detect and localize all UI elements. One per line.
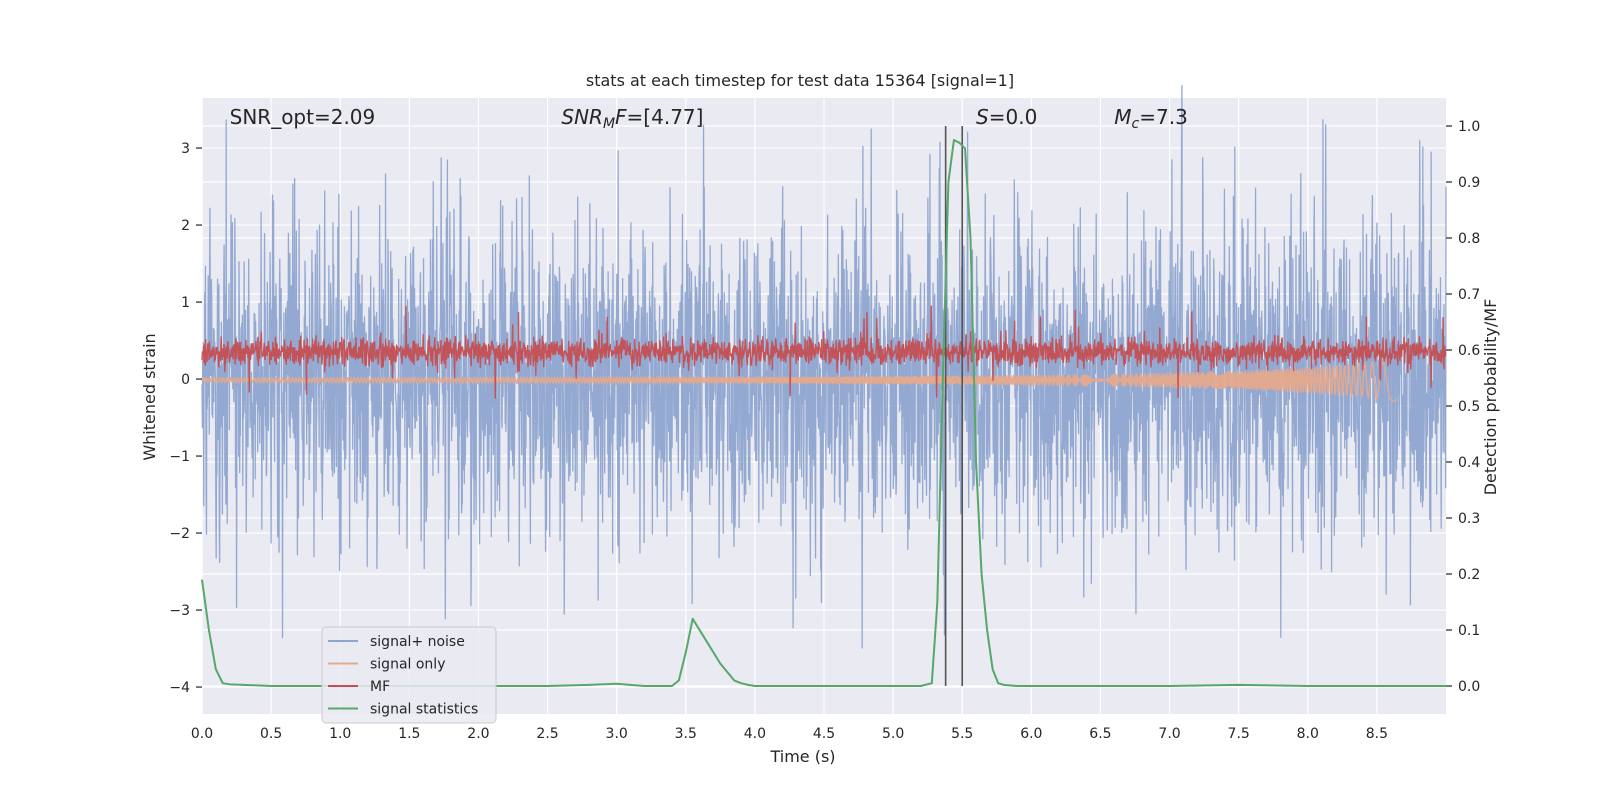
annotation-part: =7.3 bbox=[1139, 105, 1188, 129]
x-tick-label: 3.0 bbox=[606, 726, 628, 742]
x-tick-label: 6.5 bbox=[1089, 726, 1111, 742]
y-right-tick-label: 0.9 bbox=[1458, 175, 1480, 191]
x-tick-label: 4.0 bbox=[744, 726, 766, 742]
y-left-tick-label: −2 bbox=[169, 526, 190, 542]
x-tick-label: 4.5 bbox=[813, 726, 835, 742]
x-tick-label: 8.0 bbox=[1297, 726, 1319, 742]
legend: signal+ noise signal only MF signal statist… bbox=[321, 626, 497, 724]
y-right-tick-label: 0.6 bbox=[1458, 343, 1480, 359]
x-tick-label: 6.0 bbox=[1020, 726, 1042, 742]
y-right-tick-label: 0.4 bbox=[1458, 455, 1480, 471]
legend-box bbox=[321, 626, 497, 724]
x-tick-label: 5.5 bbox=[951, 726, 973, 742]
annotation-s-stat: S=0.0 bbox=[976, 105, 1037, 129]
annotation-snr-opt: SNR_opt=2.09 bbox=[230, 105, 376, 129]
x-tick-label: 5.0 bbox=[882, 726, 904, 742]
y-right-tick-label: 0.1 bbox=[1458, 623, 1480, 639]
y-right-tick-label: 0.2 bbox=[1458, 567, 1480, 583]
y-left-tick-label: −3 bbox=[169, 603, 190, 619]
vertical-markers bbox=[944, 126, 964, 686]
y-right-tick-label: 0.3 bbox=[1458, 511, 1480, 527]
mf-series bbox=[201, 305, 1447, 399]
x-tick-label: 1.5 bbox=[398, 726, 420, 742]
annotation-part: SNR_opt=2.09 bbox=[230, 105, 376, 129]
annotation-part: =[4.77] bbox=[627, 105, 704, 129]
x-tick-label: 7.5 bbox=[1228, 726, 1250, 742]
x-tick-label: 0.0 bbox=[191, 726, 213, 742]
signal-only-line bbox=[201, 359, 1398, 402]
y-right-tick-label: 0.8 bbox=[1458, 231, 1480, 247]
x-tick-label: 0.5 bbox=[260, 726, 282, 742]
x-tick-label: 1.0 bbox=[329, 726, 351, 742]
x-tick-label: 8.5 bbox=[1366, 726, 1388, 742]
y-left-tick-label: 1 bbox=[181, 295, 190, 311]
annotation-snr-mf: SNRMF=[4.77] bbox=[561, 105, 703, 132]
x-tick-label: 2.0 bbox=[467, 726, 489, 742]
annotation-part: SNR bbox=[561, 105, 603, 129]
y-right-tick-label: 1.0 bbox=[1458, 119, 1480, 135]
y-left-tick-label: 0 bbox=[181, 372, 190, 388]
annotation-part: S bbox=[976, 105, 989, 129]
chart-title: stats at each timestep for test data 153… bbox=[586, 71, 1014, 90]
y-left-tick-label: −4 bbox=[169, 680, 190, 696]
x-tick-label: 7.0 bbox=[1158, 726, 1180, 742]
legend-label: signal+ noise bbox=[370, 634, 465, 650]
signal-only-series bbox=[201, 359, 1398, 402]
y-right-tick-label: 0.0 bbox=[1458, 679, 1480, 695]
annotations: SNR_opt=2.09 SNRMF=[4.77] S=0.0 Mc=7.3 bbox=[230, 105, 1188, 132]
y-right-tick-label: 0.7 bbox=[1458, 287, 1480, 303]
y-left-tick-label: 2 bbox=[181, 218, 190, 234]
y-left-tick-label: −1 bbox=[169, 449, 190, 465]
annotation-part: =0.0 bbox=[989, 105, 1038, 129]
annotation-part: F bbox=[615, 105, 627, 129]
annotation-part: c bbox=[1132, 116, 1140, 132]
legend-label: signal only bbox=[370, 657, 445, 673]
annotation-part: M bbox=[1114, 105, 1131, 129]
axes: 0.0 0.5 1.0 1.5 2.0 2.5 3.0 3.5 4.0 4.5 5.0 5.5 6.0 6… bbox=[169, 119, 1480, 742]
y-axis-label-right: Detection probability/MF bbox=[1481, 299, 1500, 496]
x-tick-label: 3.5 bbox=[675, 726, 697, 742]
mf-line bbox=[201, 305, 1447, 399]
legend-label: MF bbox=[370, 679, 390, 695]
legend-label: signal statistics bbox=[370, 702, 478, 718]
y-left-tick-label: 3 bbox=[181, 141, 190, 157]
annotation-chirp-mass: Mc=7.3 bbox=[1114, 105, 1188, 132]
x-axis-label: Time (s) bbox=[769, 747, 835, 766]
y-right-tick-label: 0.5 bbox=[1458, 399, 1480, 415]
annotation-part: M bbox=[603, 116, 615, 132]
x-tick-label: 2.5 bbox=[536, 726, 558, 742]
y-axis-label-left: Whitened strain bbox=[140, 333, 159, 460]
